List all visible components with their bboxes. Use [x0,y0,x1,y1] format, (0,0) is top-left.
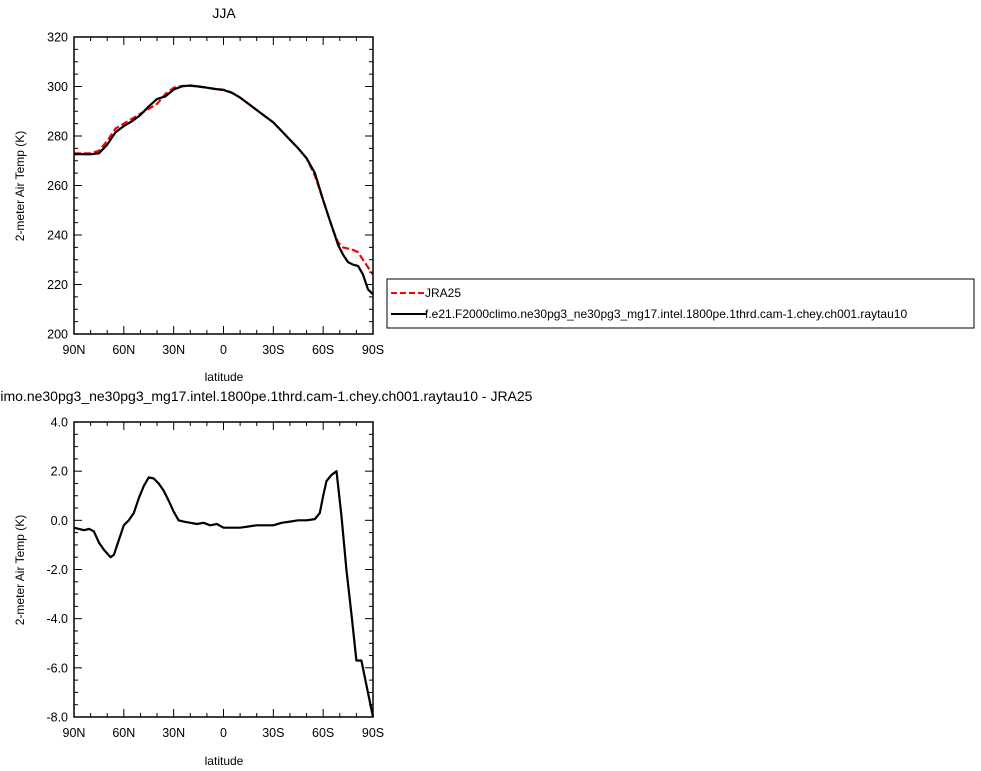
y-tick-label: -4.0 [46,612,68,626]
y-tick-label: 260 [47,179,68,193]
x-tick-label: 30S [262,343,284,357]
panel-bottom-title: f.e21.F2000climo.ne30pg3_ne30pg3_mg17.in… [0,388,533,404]
x-tick-label: 0 [220,726,227,740]
x-tick-label: 60N [112,343,135,357]
plot-frame-0 [73,36,374,335]
y-tick-label: 240 [47,229,68,243]
panel-top-plot: 90N 60N 30N 0 30S 60S 90S 200 220 240 260 280 300 320 [47,31,384,358]
y-tick-label: -6.0 [46,661,68,675]
plot-frame-1 [73,421,374,718]
panel-bottom-x-axis-title: latitude [205,754,244,768]
y-tick-label: 300 [47,80,68,94]
panel-top-temperature: JJA 90N 60N 30N 0 30S 60S 90S 200 220 240 260 280 30… [13,5,384,384]
legend: JRA25 f.e21.F2000climo.ne30pg3_ne30pg3_m… [386,278,975,329]
panel-top-y-axis-title: 2-meter Air Temp (K) [13,131,27,241]
panel-top-x-axis-title: latitude [205,370,244,384]
y-tick-label: 320 [47,31,68,45]
y-tick-label: -2.0 [46,563,68,577]
panel-bottom-difference: f.e21.F2000climo.ne30pg3_ne30pg3_mg17.in… [0,388,533,768]
x-tick-label: 90S [362,726,384,740]
y-tick-label: 280 [47,130,68,144]
x-tick-label: 60S [312,726,334,740]
y-tick-label: 0.0 [51,514,68,528]
legend-label-model: f.e21.F2000climo.ne30pg3_ne30pg3_mg17.in… [425,307,907,321]
panel-bottom-plot: 90N 60N 30N 0 30S 60S 90S -8.0 -6.0 -4.0 -2.0 0.0 2.… [46,416,384,741]
x-tick-label: 90N [63,726,86,740]
series-line-1-0 [73,470,375,718]
legend-box [386,278,975,329]
y-tick-label: 4.0 [51,416,68,430]
panel-bottom-y-axis-title: 2-meter Air Temp (K) [13,515,27,625]
panel-top-title: JJA [212,5,236,21]
y-tick-label: -8.0 [46,711,68,725]
x-tick-label: 90S [362,343,384,357]
x-tick-label: 0 [220,343,227,357]
x-tick-label: 30N [162,726,185,740]
y-tick-label: 2.0 [51,465,68,479]
legend-label-jra25: JRA25 [425,286,461,300]
series-line-0-0 [74,84,374,276]
x-tick-label: 90N [63,343,86,357]
x-tick-label: 60N [112,726,135,740]
x-tick-label: 60S [312,343,334,357]
series-line-0-1 [74,84,374,296]
x-tick-label: 30S [262,726,284,740]
y-tick-label: 220 [47,278,68,292]
x-tick-label: 30N [162,343,185,357]
y-tick-label: 200 [47,328,68,342]
